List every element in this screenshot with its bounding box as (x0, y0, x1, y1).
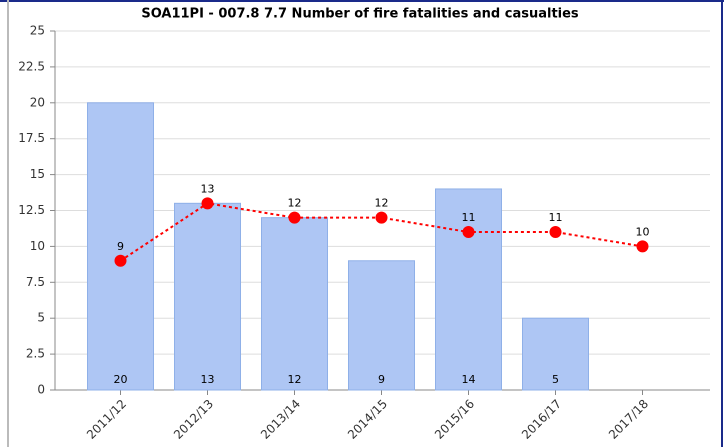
line-point (201, 197, 214, 210)
bar-value-label: 12 (288, 373, 302, 386)
point-value-label: 13 (201, 182, 215, 195)
bar-value-label: 9 (378, 373, 385, 386)
line-point (636, 240, 649, 253)
line-point (114, 254, 127, 267)
bar-value-label: 5 (552, 373, 559, 386)
y-tick-label: 22.5 (18, 59, 45, 73)
point-value-label: 9 (117, 240, 124, 253)
bar (174, 202, 241, 391)
y-tick-label: 0 (37, 383, 45, 397)
y-tick-label: 25 (30, 24, 45, 38)
chart-title: SOA11PI - 007.8 7.7 Number of fire fatal… (141, 7, 579, 22)
line-point (288, 211, 301, 224)
y-tick-label: 2.5 (26, 347, 45, 361)
bar-value-label: 14 (462, 373, 476, 386)
bar-value-label: 20 (114, 373, 128, 386)
y-tick-label: 17.5 (18, 131, 45, 145)
y-tick-label: 15 (30, 167, 45, 181)
y-tick-label: 5 (37, 311, 45, 325)
point-value-label: 11 (462, 211, 476, 224)
point-value-label: 11 (549, 211, 563, 224)
line-point (462, 226, 475, 239)
point-value-label: 12 (375, 197, 389, 210)
line-point (375, 211, 388, 224)
bar-value-label: 13 (201, 373, 215, 386)
bar (348, 260, 415, 391)
point-value-label: 10 (636, 225, 650, 238)
line-point (549, 226, 562, 239)
y-tick-label: 20 (30, 95, 45, 109)
bar (522, 317, 589, 391)
y-tick-label: 10 (30, 239, 45, 253)
bar (435, 188, 502, 391)
bar (261, 217, 328, 391)
y-tick-label: 12.5 (18, 203, 45, 217)
point-value-label: 12 (288, 197, 302, 210)
y-tick-label: 7.5 (26, 275, 45, 289)
